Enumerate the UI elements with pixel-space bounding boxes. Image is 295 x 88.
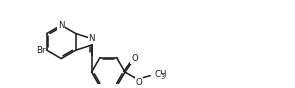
Text: CH: CH <box>154 70 167 79</box>
Text: N: N <box>88 34 95 43</box>
Text: O: O <box>135 78 142 87</box>
Text: 3: 3 <box>161 74 165 80</box>
Text: O: O <box>131 54 138 63</box>
Text: N: N <box>58 21 65 30</box>
Text: Br: Br <box>36 46 45 55</box>
